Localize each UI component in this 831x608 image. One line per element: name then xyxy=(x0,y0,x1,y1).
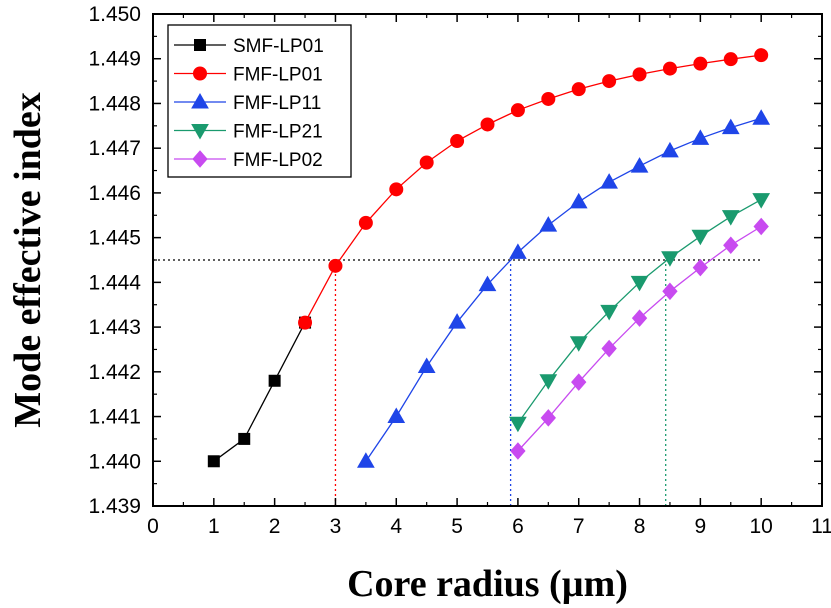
x-tick-label: 0 xyxy=(147,515,159,538)
y-tick-label: 1.447 xyxy=(88,137,141,160)
data-point-fmf-lp21 xyxy=(539,374,558,390)
data-point-fmf-lp02 xyxy=(571,373,587,391)
x-axis: 0 1 2 3 4 5 6 7 8 9 10 11 xyxy=(147,14,831,538)
data-point-fmf-lp02 xyxy=(723,236,739,254)
data-point-fmf-lp11 xyxy=(691,129,710,145)
data-point-fmf-lp01 xyxy=(419,155,434,170)
y-tick-label: 1.444 xyxy=(88,271,141,294)
y-axis-title: Mode effective index xyxy=(7,92,49,428)
series-markers xyxy=(207,48,771,468)
y-tick-label: 1.443 xyxy=(88,316,141,339)
data-point-fmf-lp11 xyxy=(630,157,649,173)
data-point-fmf-lp11 xyxy=(417,357,436,373)
data-point-fmf-lp01 xyxy=(632,67,647,82)
data-point-fmf-lp11 xyxy=(569,192,588,209)
x-tick-label: 11 xyxy=(811,515,831,538)
data-point-fmf-lp21 xyxy=(661,251,679,267)
y-tick-label: 1.446 xyxy=(88,182,141,205)
x-tick-label: 7 xyxy=(573,515,585,538)
legend: SMF-LP01 FMF-LP01 FMF-LP11 FMF-LP21 FMF-LP02 xyxy=(167,24,352,178)
y-axis: 1.439 1.440 1.441 1.442 1.443 1.444 1.445 1.446… xyxy=(88,3,822,518)
data-point-fmf-lp01 xyxy=(510,103,525,118)
x-tick-label: 2 xyxy=(269,515,281,538)
data-point-fmf-lp21 xyxy=(600,304,618,321)
data-point-fmf-lp02 xyxy=(692,258,709,277)
legend-label-fmf-lp21: FMF-LP21 xyxy=(233,122,323,143)
data-point-fmf-lp11 xyxy=(509,243,527,259)
x-tick-label: 3 xyxy=(330,515,342,538)
legend-marker-fmf-lp11 xyxy=(191,92,209,109)
y-tick-label: 1.450 xyxy=(88,3,141,26)
legend-label-smf-lp01: SMF-LP01 xyxy=(233,36,324,57)
data-point-fmf-lp02 xyxy=(753,217,769,236)
legend-marker-fmf-lp01 xyxy=(193,66,207,81)
data-point-fmf-lp01 xyxy=(693,56,708,71)
data-point-fmf-lp01 xyxy=(662,61,677,76)
data-point-fmf-lp02 xyxy=(510,442,526,460)
data-point-fmf-lp01 xyxy=(480,117,495,132)
x-tick-label: 10 xyxy=(750,515,773,538)
data-point-fmf-lp01 xyxy=(541,91,556,106)
x-tick-label: 6 xyxy=(512,515,524,538)
x-tick-label: 8 xyxy=(634,515,646,538)
y-tick-label: 1.442 xyxy=(88,361,141,384)
data-point-fmf-lp01 xyxy=(754,48,769,63)
data-point-fmf-lp21 xyxy=(630,275,649,292)
y-tick-label: 1.449 xyxy=(88,48,141,71)
data-point-fmf-lp11 xyxy=(448,313,466,329)
legend-label-fmf-lp01: FMF-LP01 xyxy=(233,65,323,86)
x-tick-label: 1 xyxy=(208,515,220,538)
data-point-fmf-lp11 xyxy=(752,109,771,125)
x-tick-label: 4 xyxy=(390,515,402,538)
y-tick-label: 1.439 xyxy=(88,495,141,518)
data-point-fmf-lp01 xyxy=(450,134,465,149)
y-tick-label: 1.440 xyxy=(88,450,141,473)
y-tick-label: 1.441 xyxy=(88,406,141,429)
data-point-fmf-lp01 xyxy=(602,74,617,89)
data-point-fmf-lp11 xyxy=(721,118,740,135)
data-point-fmf-lp02 xyxy=(540,409,556,427)
data-point-fmf-lp21 xyxy=(721,210,740,226)
data-point-fmf-lp02 xyxy=(631,309,648,327)
data-point-fmf-lp21 xyxy=(752,193,771,209)
data-point-fmf-lp11 xyxy=(539,216,558,232)
legend-marker-fmf-lp21 xyxy=(191,124,209,140)
y-tick-label: 1.445 xyxy=(88,227,141,250)
series-line-fmf-lp01 xyxy=(304,54,762,323)
series-line-smf-lp01 xyxy=(213,322,306,462)
data-point-fmf-lp11 xyxy=(600,173,618,189)
data-point-smf-lp01 xyxy=(207,455,220,468)
data-point-fmf-lp01 xyxy=(328,258,343,273)
data-point-fmf-lp01 xyxy=(389,182,404,197)
x-tick-label: 9 xyxy=(695,515,707,538)
reference-lines xyxy=(153,259,762,506)
data-point-fmf-lp21 xyxy=(509,416,527,433)
data-point-fmf-lp11 xyxy=(387,407,406,424)
data-point-fmf-lp01 xyxy=(298,315,313,330)
legend-marker-fmf-lp02 xyxy=(192,150,208,168)
data-point-fmf-lp01 xyxy=(571,82,586,97)
data-point-smf-lp01 xyxy=(268,374,281,387)
legend-label-fmf-lp02: FMF-LP02 xyxy=(233,150,323,171)
data-point-fmf-lp01 xyxy=(723,52,738,67)
x-axis-title: Core radius (µm) xyxy=(347,563,628,605)
data-point-fmf-lp01 xyxy=(358,215,373,230)
data-point-fmf-lp02 xyxy=(662,282,678,301)
data-point-fmf-lp11 xyxy=(357,452,375,468)
x-tick-label: 5 xyxy=(451,515,463,538)
legend-marker-smf-lp01 xyxy=(194,39,206,51)
legend-label-fmf-lp11: FMF-LP11 xyxy=(233,93,321,114)
data-point-fmf-lp11 xyxy=(478,275,497,292)
data-point-fmf-lp21 xyxy=(569,336,588,352)
data-point-smf-lp01 xyxy=(238,432,251,445)
y-tick-label: 1.448 xyxy=(88,92,141,115)
data-point-fmf-lp02 xyxy=(601,339,617,358)
data-point-fmf-lp11 xyxy=(661,141,679,158)
data-point-fmf-lp21 xyxy=(691,229,710,246)
